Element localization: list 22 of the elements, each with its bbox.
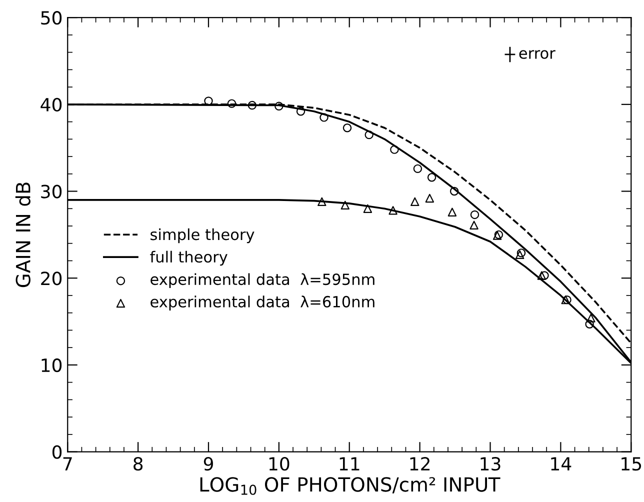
legend-label: simple theory xyxy=(150,228,254,244)
y-tick-label: 0 xyxy=(52,445,62,459)
annotation: error xyxy=(519,50,556,59)
x-tick-label: 10 xyxy=(269,456,290,471)
y-tick-label: 40 xyxy=(40,98,62,112)
x-tick-label: 13 xyxy=(480,456,500,471)
y-tick-label: 30 xyxy=(41,184,62,198)
x-tick-label: 7 xyxy=(63,457,72,470)
legend-label: experimental data λ=610nm xyxy=(150,296,374,310)
y-tick-label: 50 xyxy=(41,11,62,25)
x-tick-label: 8 xyxy=(134,456,143,471)
y-tick-label: 10 xyxy=(42,358,62,372)
y-tick-label: 20 xyxy=(41,272,62,286)
x-tick-label: 12 xyxy=(410,456,430,470)
x-axis-title: LOG$_{10}$ OF PHOTONS/cm² INPUT xyxy=(200,477,500,495)
legend-label: full theory xyxy=(150,250,228,266)
x-tick-label: 15 xyxy=(622,457,642,471)
x-tick-label: 11 xyxy=(340,457,360,470)
x-tick-label: 14 xyxy=(551,457,572,470)
legend-label: experimental data λ=595nm xyxy=(150,273,374,288)
y-axis-title: GAIN IN dB xyxy=(15,182,30,288)
x-tick-label: 9 xyxy=(204,456,213,471)
